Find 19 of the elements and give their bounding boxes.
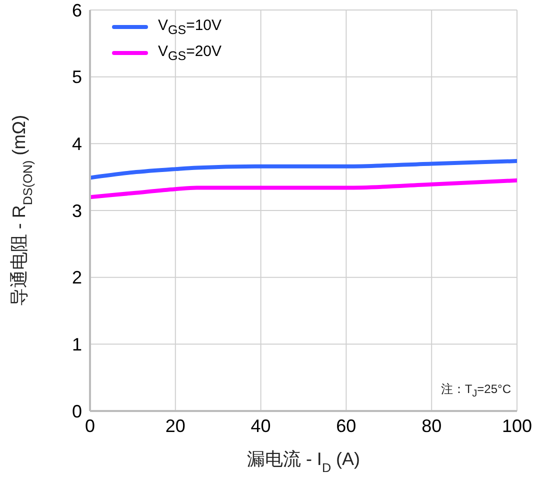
x-axis-title: 漏电流 - I$_{D}$ (A) — [246, 449, 360, 475]
x-tick-label: 60 — [336, 416, 356, 436]
x-tick-label: 20 — [165, 416, 186, 436]
line-series — [90, 159, 517, 180]
y-tick-label: 3 — [72, 200, 82, 221]
y-tick-label: 5 — [72, 67, 82, 88]
x-tick-label: 40 — [250, 416, 271, 436]
y-tick-label: 6 — [72, 0, 82, 20]
legend-label: V$_{GS}$=10V — [158, 17, 222, 37]
x-tick-label: 100 — [502, 416, 532, 436]
legend-label: V$_{GS}$=20V — [158, 43, 222, 63]
y-tick-label: 1 — [72, 334, 82, 355]
annotation: 注：T$_{J}$=25°C — [440, 382, 511, 400]
y-tick-label: 2 — [72, 268, 82, 288]
y-tick-label: 0 — [72, 401, 82, 422]
x-tick-label: 80 — [422, 416, 442, 436]
y-tick-label: 4 — [72, 134, 82, 154]
line-series — [90, 178, 517, 200]
x-tick-label: 0 — [84, 416, 96, 436]
